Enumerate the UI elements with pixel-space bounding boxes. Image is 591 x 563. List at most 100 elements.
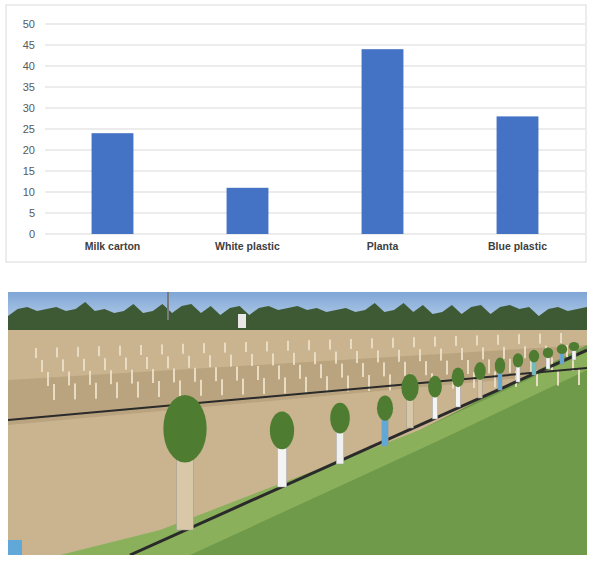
- x-tick-label: Milk carton: [85, 240, 140, 252]
- post: [47, 372, 49, 386]
- drip-line: [8, 368, 587, 420]
- grid-line: [45, 66, 585, 67]
- grid-line: [45, 108, 585, 109]
- tree-tube: [456, 385, 461, 407]
- post: [53, 384, 55, 400]
- post: [356, 351, 358, 363]
- post: [494, 371, 496, 387]
- post: [266, 341, 268, 351]
- x-tick-label: White plastic: [215, 240, 280, 252]
- post: [182, 344, 184, 354]
- post: [68, 371, 70, 385]
- post: [200, 380, 202, 396]
- y-tick-label: 25: [23, 123, 35, 135]
- post: [194, 368, 196, 382]
- sapling: [569, 342, 579, 351]
- post: [263, 378, 265, 394]
- building: [238, 314, 246, 328]
- sapling: [495, 358, 505, 374]
- post: [221, 379, 223, 395]
- bar: [497, 116, 539, 234]
- y-tick-label: 45: [23, 39, 35, 51]
- sapling: [557, 344, 567, 354]
- sapling: [452, 367, 465, 387]
- post: [350, 339, 352, 349]
- post: [404, 362, 406, 376]
- post: [119, 346, 121, 356]
- tree-tube: [532, 361, 536, 375]
- post: [455, 336, 457, 346]
- post: [215, 367, 217, 381]
- grid-line: [45, 45, 585, 46]
- post: [41, 360, 43, 372]
- bar: [227, 188, 269, 234]
- bars: [92, 49, 539, 234]
- post: [35, 348, 37, 358]
- post: [83, 359, 85, 371]
- tree-tube: [572, 350, 576, 360]
- tree-tube: [407, 398, 414, 428]
- tree-tube: [336, 430, 344, 464]
- post: [89, 371, 91, 385]
- post: [251, 354, 253, 366]
- tree-tube: [277, 445, 286, 487]
- grass-light: [60, 352, 587, 555]
- post: [341, 364, 343, 378]
- y-tick-label: 20: [23, 144, 35, 156]
- chart-frame: [6, 5, 586, 262]
- post: [467, 360, 469, 374]
- post: [278, 365, 280, 379]
- post: [74, 383, 76, 399]
- sapling: [401, 374, 418, 401]
- post: [158, 381, 160, 397]
- post: [95, 383, 97, 399]
- sapling: [428, 376, 442, 398]
- post: [389, 374, 391, 390]
- grid-line: [45, 24, 585, 25]
- post: [209, 355, 211, 367]
- post: [482, 347, 484, 359]
- sapling: [513, 353, 523, 367]
- post: [245, 342, 247, 352]
- post: [188, 356, 190, 368]
- post: [104, 358, 106, 370]
- utility-pole: [167, 292, 169, 320]
- y-tick-label: 50: [23, 18, 35, 30]
- tree-tube: [432, 395, 437, 419]
- post: [320, 364, 322, 378]
- post: [383, 362, 385, 376]
- post: [371, 338, 373, 348]
- post: [152, 369, 154, 383]
- post: [161, 344, 163, 354]
- post: [413, 337, 415, 347]
- post: [557, 370, 559, 386]
- post: [488, 359, 490, 373]
- post: [284, 377, 286, 393]
- post: [167, 356, 169, 368]
- post: [305, 377, 307, 393]
- y-tick-label: 30: [23, 102, 35, 114]
- post: [518, 334, 520, 344]
- drip-line: [130, 350, 587, 555]
- y-tick-label: 10: [23, 186, 35, 198]
- sapling: [330, 403, 350, 434]
- sapling: [543, 347, 553, 358]
- post: [116, 382, 118, 398]
- post: [98, 346, 100, 356]
- post: [173, 368, 175, 382]
- sapling: [529, 350, 539, 363]
- post: [377, 350, 379, 362]
- post: [230, 355, 232, 367]
- tree-tube: [8, 540, 22, 555]
- post: [392, 338, 394, 348]
- grid-line: [45, 87, 585, 88]
- grass: [120, 345, 587, 555]
- post: [476, 335, 478, 345]
- bar: [92, 133, 134, 234]
- photo: [8, 292, 587, 555]
- post: [179, 380, 181, 396]
- post: [224, 343, 226, 353]
- post: [140, 345, 142, 355]
- post: [131, 370, 133, 384]
- post: [326, 376, 328, 392]
